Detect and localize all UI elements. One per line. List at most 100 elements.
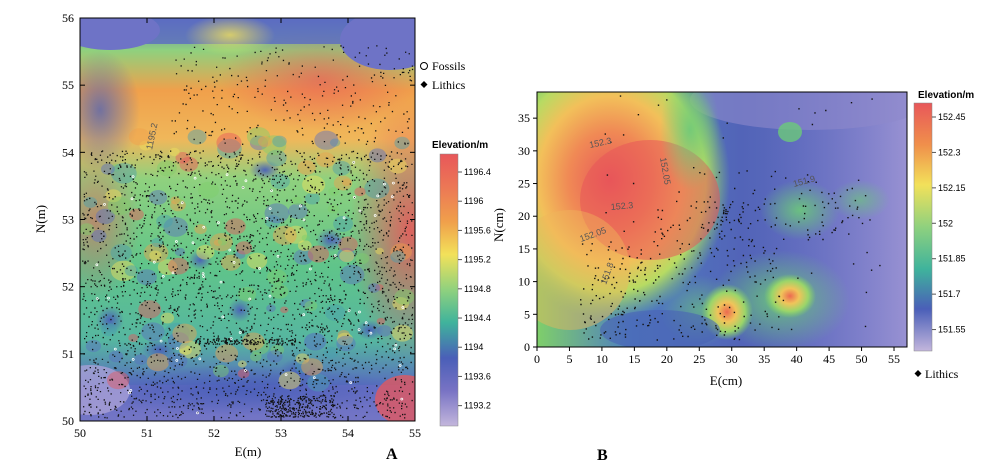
panel-a-texture-blob <box>336 332 353 346</box>
panel-a-texture-blob <box>291 196 303 206</box>
panel-a-texture-blob <box>323 346 339 359</box>
panel-a-texture-blob <box>174 196 183 204</box>
colorbar-a-label: 1196.4 <box>464 167 491 177</box>
panel-a-texture-blob <box>333 175 353 191</box>
panel-a-ytick-label: 55 <box>62 78 74 92</box>
panel-a-texture-blob <box>235 241 253 255</box>
panel-b-xtick-label: 35 <box>758 352 770 366</box>
panel-a-texture-blob <box>316 152 336 168</box>
panel-a-texture-blob <box>242 332 265 351</box>
panel-b-ytick-label: 30 <box>518 144 530 158</box>
panel-a-texture-blob <box>293 249 314 265</box>
panel-b-ytick-label: 5 <box>524 307 530 321</box>
panel-a-texture-blob <box>327 204 339 214</box>
panel-b-ytick-label: 0 <box>524 340 530 354</box>
colorbar-a-label: 1195.2 <box>464 255 491 265</box>
panel-b-contour-label-3: 152.3 <box>610 200 633 212</box>
panel-b-xtick-label: 5 <box>566 352 572 366</box>
panel-a-texture-blob <box>95 208 115 225</box>
panel-a-texture-blob <box>304 332 327 351</box>
panel-b-xtick-label: 0 <box>534 352 540 366</box>
panel-a-texture-blob <box>246 127 271 146</box>
panel-a-texture-blob <box>302 175 326 194</box>
panel-a-texture-blob <box>272 225 297 245</box>
panel-a-texture-blob <box>148 190 168 205</box>
panel-a-texture-blob <box>179 345 192 356</box>
panel-a-texture-blob <box>209 233 233 252</box>
panel-b-xtick-label: 20 <box>661 352 673 366</box>
panel-b-axes: 0 5 10 15 20 25 30 35 40 45 50 55 0 5 10 15 20 25 30 35 <box>518 111 900 366</box>
panel-b-xtick-label: 15 <box>628 352 640 366</box>
panel-a-texture-blob <box>314 130 339 150</box>
panel-a-texture-blob <box>105 189 122 203</box>
panel-a-ytick-label: 51 <box>62 347 74 361</box>
panel-a-texture-blob <box>278 371 301 390</box>
panel-a-texture-blob <box>167 257 189 275</box>
panel-a-ytick-label: 56 <box>62 11 74 25</box>
panel-a-texture-blob <box>215 344 239 363</box>
panel-a-texture-blob <box>250 352 262 362</box>
colorbar-a-label: 1193.6 <box>464 371 491 381</box>
panel-a-xtick-label: 53 <box>275 426 287 440</box>
panel-a-texture-blob <box>134 354 148 365</box>
legend-fossils: Fossils <box>432 59 466 73</box>
panel-a-texture-blob <box>377 325 392 337</box>
panel-a-texture-blob <box>217 138 242 159</box>
panel-a-texture-blob <box>267 269 287 286</box>
panel-a-texture-blob <box>394 136 410 150</box>
legend-lithics-a: Lithics <box>432 78 466 92</box>
panel-a-texture-blob <box>198 181 219 199</box>
panel-a-texture-blob <box>149 250 162 261</box>
panel-b-colorbar: Elevation/m 152.45 152.3 152.15 152 151.85 15… <box>913 90 974 352</box>
panel-a-texture-blob <box>304 333 326 351</box>
panel-a-texture-blob <box>339 264 365 285</box>
lithics-marker-icon <box>420 81 428 88</box>
panel-a-texture-blob <box>160 312 175 324</box>
panel-a-texture-blob <box>169 147 180 157</box>
colorbar-b-label: 152.15 <box>938 183 966 193</box>
panel-a-texture-blob <box>157 259 178 275</box>
panel-a-texture-blob <box>266 304 276 313</box>
panel-a-texture-blob <box>333 215 354 232</box>
panel-a-texture-blob <box>110 260 137 281</box>
panel-b-xtick-label: 10 <box>596 352 608 366</box>
colorbar-a-label: 1194.8 <box>464 284 491 294</box>
panel-b-contour-label-4: 152.05 <box>658 157 673 186</box>
panel-b-ytick-label: 35 <box>518 111 530 125</box>
panel-a-colorbar: Elevation/m 1196.4 1196 1195.6 1195.2 1194.8… <box>432 140 491 427</box>
colorbar-a-label: 1194 <box>464 342 483 352</box>
panel-b-frame <box>536 91 908 348</box>
panel-a-texture-blob <box>332 160 351 176</box>
panel-a-texture-blob <box>295 353 310 365</box>
panel-a-points <box>82 45 414 419</box>
panel-a-texture-blob <box>307 245 330 263</box>
panel-a-xlabel: E(m) <box>235 444 262 459</box>
colorbar-b-label: 151.85 <box>938 254 966 264</box>
panel-a-texture-blob <box>305 192 320 205</box>
panel-a-texture-blob <box>332 237 342 245</box>
panel-b-ytick-label: 15 <box>518 242 530 256</box>
panel-a-texture-blob <box>375 247 384 255</box>
panel-a-texture-blob <box>355 253 370 265</box>
panel-a-texture-blob <box>307 373 330 392</box>
panel-a-texture-blob <box>258 136 272 147</box>
panel-a-texture-blob <box>376 317 386 325</box>
panel-a-texture-blob <box>267 350 283 363</box>
panel-a-texture-blob <box>136 269 157 286</box>
colorbar-b-label: 152.45 <box>938 112 966 122</box>
panel-b-xtick-label: 25 <box>693 352 705 366</box>
panel-a-texture-blob <box>272 135 287 148</box>
panel-b-ylabel: N(cm) <box>491 208 506 242</box>
panel-b-heatmap <box>537 92 907 347</box>
panel-a-texture-blob <box>170 196 180 205</box>
panel-a-heatmap <box>80 18 415 421</box>
panel-a-ytick-label: 53 <box>62 213 74 227</box>
panel-a-texture-blob <box>288 203 308 219</box>
panel-a-texture-blob <box>301 358 323 376</box>
panel-a-texture-blob <box>129 208 144 221</box>
panel-a-fossil-points <box>95 161 405 415</box>
panel-a-texture <box>80 127 415 392</box>
panel-a-texture-blob <box>295 361 311 374</box>
panel-a-texture-blob <box>187 129 207 145</box>
panel-a-axes: 50 51 52 53 54 55 50 51 52 53 54 55 56 <box>62 11 421 440</box>
